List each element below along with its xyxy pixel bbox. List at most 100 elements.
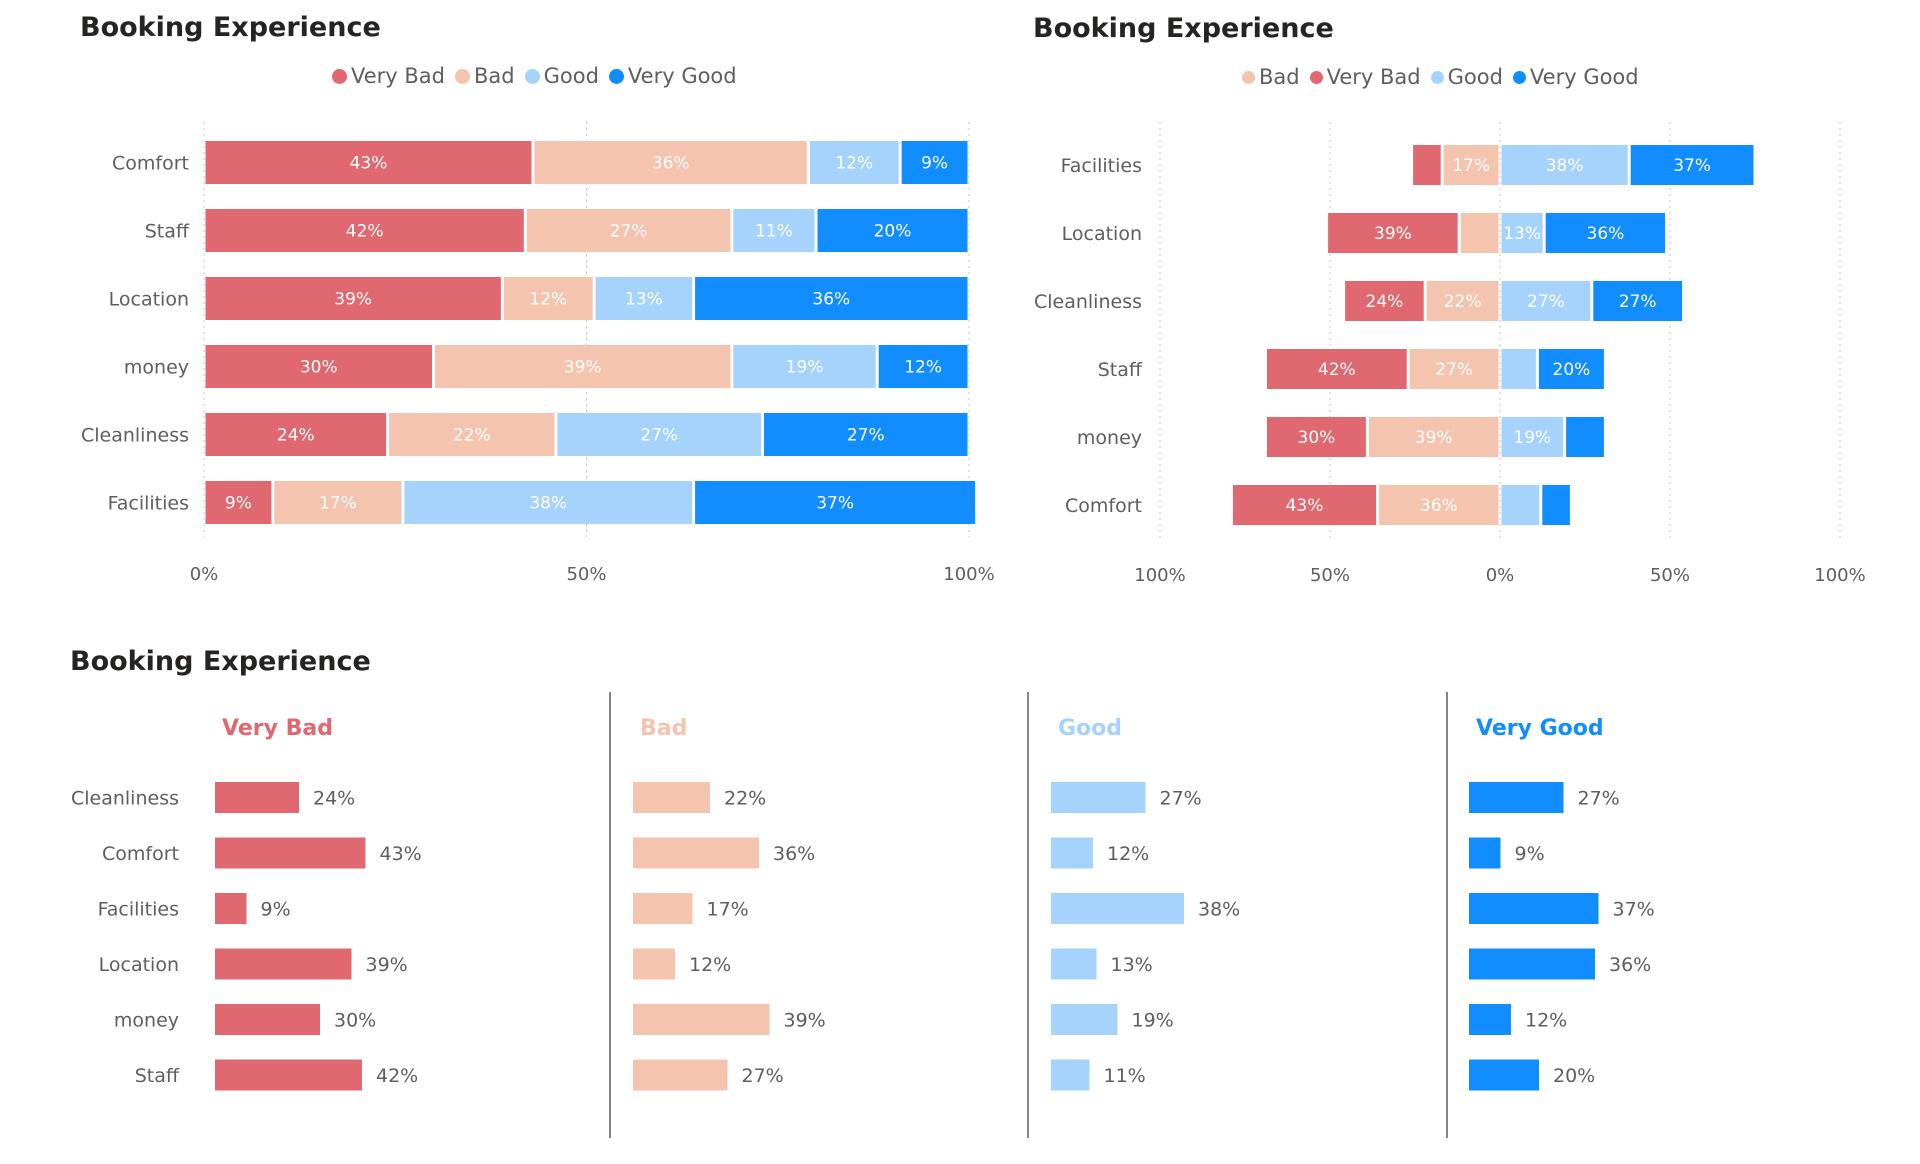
data-label: 9% [1515,843,1545,865]
bar-segment-good [1501,485,1540,525]
category-label: Comfort [102,843,179,865]
stacked-chart-title: Booking Experience [80,12,381,43]
data-label: 24% [277,426,315,446]
bar-segment-bad [1460,213,1499,253]
legend-dot-icon [332,68,347,84]
bar-good [1051,1059,1090,1091]
bar-segment-good [595,277,693,320]
legend-dot-icon [455,68,470,84]
small-multiples-title: Booking Experience [70,646,371,677]
legend-item-good[interactable]: Good [1430,65,1503,89]
legend-item-very-good[interactable]: Very Good [608,64,737,88]
category-label: Facilities [108,493,189,515]
stacked-bar-chart: 0% 50% 100% Comfort 43% 36% 12% 9% Staff 42% 27% 11… [81,122,995,585]
bar-bad [633,837,759,869]
bar-very-good [1469,948,1595,980]
data-label: 36% [773,843,815,865]
bar-very-bad [215,782,299,813]
bar-bad [633,948,675,980]
data-label: 12% [529,290,567,310]
data-label: 19% [786,358,824,378]
legend-dot-icon [524,68,540,84]
data-label: 27% [610,222,648,242]
bar-very-good [1469,782,1564,813]
data-label: 20% [1553,360,1591,380]
data-label: 12% [1107,843,1149,865]
legend-item-very-good[interactable]: Very Good [1512,65,1639,89]
x-tick-label: 100% [1134,565,1185,586]
data-label: 13% [1503,224,1541,244]
data-label: 13% [625,290,663,310]
small-multiples-panel: Booking Experience Very Bad 24% 43% 9% 39% 30… [0,630,1920,1164]
bar-good [1051,837,1093,869]
legend-dot-icon [1309,70,1323,84]
legend-item-very-bad[interactable]: Very Bad [1309,65,1421,89]
panel-title-very-bad: Very Bad [222,716,333,741]
data-label: 27% [742,1065,784,1087]
data-label: 20% [1553,1065,1595,1087]
data-label: 36% [652,154,690,174]
legend-label: Very Good [1529,65,1639,89]
legend-label: Good [1447,65,1503,89]
data-label: 12% [904,358,942,378]
legend-item-bad[interactable]: Bad [455,64,515,88]
data-label: 30% [300,358,338,378]
x-tick-label: 50% [566,564,606,585]
bar-segment-bad [435,345,731,388]
data-label: 38% [529,494,567,514]
data-label: 22% [724,788,766,810]
bar-bad [633,893,693,924]
legend-dot-icon [1242,70,1255,84]
bar-good [1051,893,1184,924]
data-label: 20% [874,222,912,242]
bar-segment-very-bad [205,277,501,320]
data-label: 17% [1452,156,1490,176]
legend-label: Bad [1259,65,1300,89]
bar-segment-very-good [817,209,968,252]
data-label: 39% [1374,224,1412,244]
data-label: 12% [689,954,731,976]
legend-item-good[interactable]: Good [524,64,599,88]
bar-segment-good [557,413,761,456]
legend-label: Good [543,64,599,88]
bar-segment-bad [1368,417,1499,457]
legend-label: Bad [474,64,515,88]
bar-bad [633,1004,770,1035]
bar-segment-very-bad [1328,213,1458,253]
data-label: 43% [1286,496,1324,516]
data-label: 43% [380,843,422,865]
data-label: 22% [1444,292,1482,312]
bar-very-good [1469,1059,1539,1091]
bar-segment-very-bad [205,141,532,184]
bar-segment-very-bad [205,413,387,456]
data-label: 9% [225,494,252,514]
bar-very-good [1469,1004,1511,1035]
bar-segment-good [404,481,693,524]
bar-bad [633,1059,728,1091]
stacked-bar-chart-panel: Booking Experience Very Bad Bad Good Ver… [0,0,995,600]
bar-segment-good [1501,349,1536,389]
legend-item-very-bad[interactable]: Very Bad [332,64,445,88]
data-label: 22% [453,426,491,446]
bar-segment-good [1501,213,1543,253]
bar-segment-very-bad [1413,145,1441,185]
category-label: Location [1062,223,1142,245]
diverging-chart-legend[interactable]: Bad Very Bad Good Very Good [1242,65,1639,89]
legend-item-bad[interactable]: Bad [1242,65,1300,89]
data-label: 30% [1298,428,1336,448]
category-label: Location [99,954,179,976]
panel-title-good: Good [1058,716,1122,741]
data-label: 27% [640,426,678,446]
data-label: 36% [1609,954,1651,976]
stacked-chart-legend[interactable]: Very Bad Bad Good Very Good [332,64,737,88]
bar-good [1051,782,1146,813]
data-label: 27% [1619,292,1657,312]
category-label: Staff [1098,359,1143,381]
data-label: 11% [1104,1065,1146,1087]
category-label: money [1077,427,1142,449]
bar-very-good [1469,837,1501,869]
bar-segment-very-bad [1345,281,1424,321]
legend-label: Very Bad [351,64,445,88]
bar-good [1051,1004,1118,1035]
legend-label: Very Good [627,64,737,88]
